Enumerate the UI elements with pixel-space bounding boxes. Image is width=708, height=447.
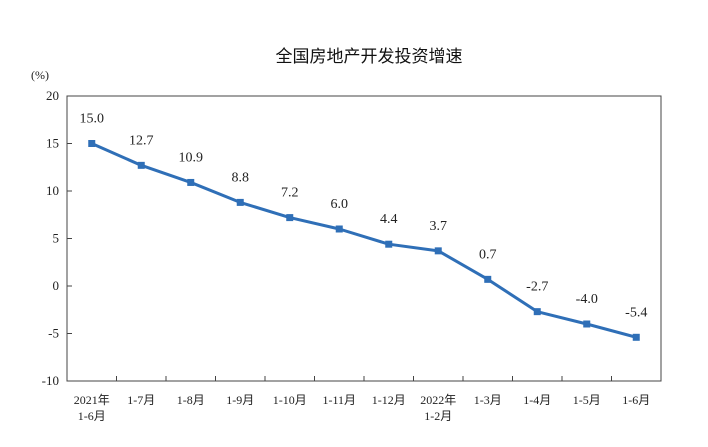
y-tick-label: 20: [46, 88, 59, 103]
data-label: 8.8: [232, 170, 250, 185]
data-point: [533, 308, 541, 316]
y-tick-label: 15: [46, 136, 59, 151]
data-point: [434, 247, 442, 255]
data-label: 15.0: [80, 112, 105, 127]
data-point: [632, 333, 640, 341]
x-tick-label-line: 1-2月: [424, 409, 452, 423]
x-tick-label-line: 1-10月: [273, 393, 307, 407]
plot-frame: [66, 95, 662, 382]
data-label: -5.4: [625, 305, 647, 320]
x-tick-label: 2022年 1-2月: [420, 393, 456, 423]
data-label: 10.9: [179, 150, 204, 165]
x-tick-label: 1-6月: [622, 393, 650, 407]
x-tick-label-line: 1-11月: [322, 393, 356, 407]
x-tick-label-line: 1-6月: [78, 409, 106, 423]
x-tick-label-line: 2022年: [420, 393, 456, 407]
data-label: -4.0: [576, 292, 598, 307]
data-point: [137, 161, 145, 169]
data-label: 7.2: [281, 186, 299, 201]
x-tick-label: 1-3月: [474, 393, 502, 407]
data-label: 4.4: [380, 212, 398, 227]
y-tick-label: -5: [48, 326, 59, 341]
x-tick-label-line: 1-8月: [177, 393, 205, 407]
data-point: [484, 275, 492, 283]
data-label: 6.0: [331, 197, 349, 212]
x-axis: 2021年 1-6月 1-7月 1-8月 1-9月 1-10月 1-11月 1-12月 2022…: [74, 376, 650, 423]
data-label: 0.7: [479, 247, 497, 262]
data-point: [286, 214, 294, 222]
chart-title: 全国房地产开发投资增速: [276, 47, 463, 67]
data-label: 3.7: [430, 219, 448, 234]
x-tick-label-line: 1-5月: [573, 393, 601, 407]
y-tick-label: 10: [46, 183, 59, 198]
x-tick-label-line: 1-9月: [226, 393, 254, 407]
y-tick-label: -10: [42, 373, 59, 388]
data-point: [187, 178, 195, 186]
x-tick-label-line: 1-12月: [372, 393, 406, 407]
x-tick-label: 2021年 1-6月: [74, 393, 110, 423]
x-tick-label-line: 1-6月: [622, 393, 650, 407]
x-tick-label: 1-9月: [226, 393, 254, 407]
x-tick-label: 1-7月: [127, 393, 155, 407]
y-axis: 20 15 10 5 0 -5 -10: [42, 88, 72, 388]
x-tick-label: 1-4月: [523, 393, 551, 407]
data-point: [88, 140, 96, 147]
series-layer: 15.0 12.7 10.9 8.8 7.2 6.0 4.4 3.7 0.7 -2.7 -4.0 -5…: [80, 112, 647, 341]
x-tick-label: 1-11月: [322, 393, 356, 407]
data-point: [236, 198, 244, 206]
x-tick-label-line: 1-7月: [127, 393, 155, 407]
series-line: [91, 142, 637, 339]
x-tick-label-line: 1-3月: [474, 393, 502, 407]
x-tick-label: 1-10月: [273, 393, 307, 407]
y-tick-label: 5: [53, 231, 60, 246]
data-point: [335, 225, 343, 233]
x-tick-label-line: 1-4月: [523, 393, 551, 407]
y-axis-unit: (%): [31, 68, 49, 82]
data-point: [583, 320, 591, 328]
data-label: -2.7: [526, 280, 548, 295]
x-tick-label-line: 2021年: [74, 393, 110, 407]
x-tick-label: 1-5月: [573, 393, 601, 407]
x-tick-label: 1-12月: [372, 393, 406, 407]
x-tick-label: 1-8月: [177, 393, 205, 407]
y-tick-label: 0: [53, 278, 60, 293]
data-point: [385, 240, 393, 248]
data-label: 12.7: [129, 133, 154, 148]
